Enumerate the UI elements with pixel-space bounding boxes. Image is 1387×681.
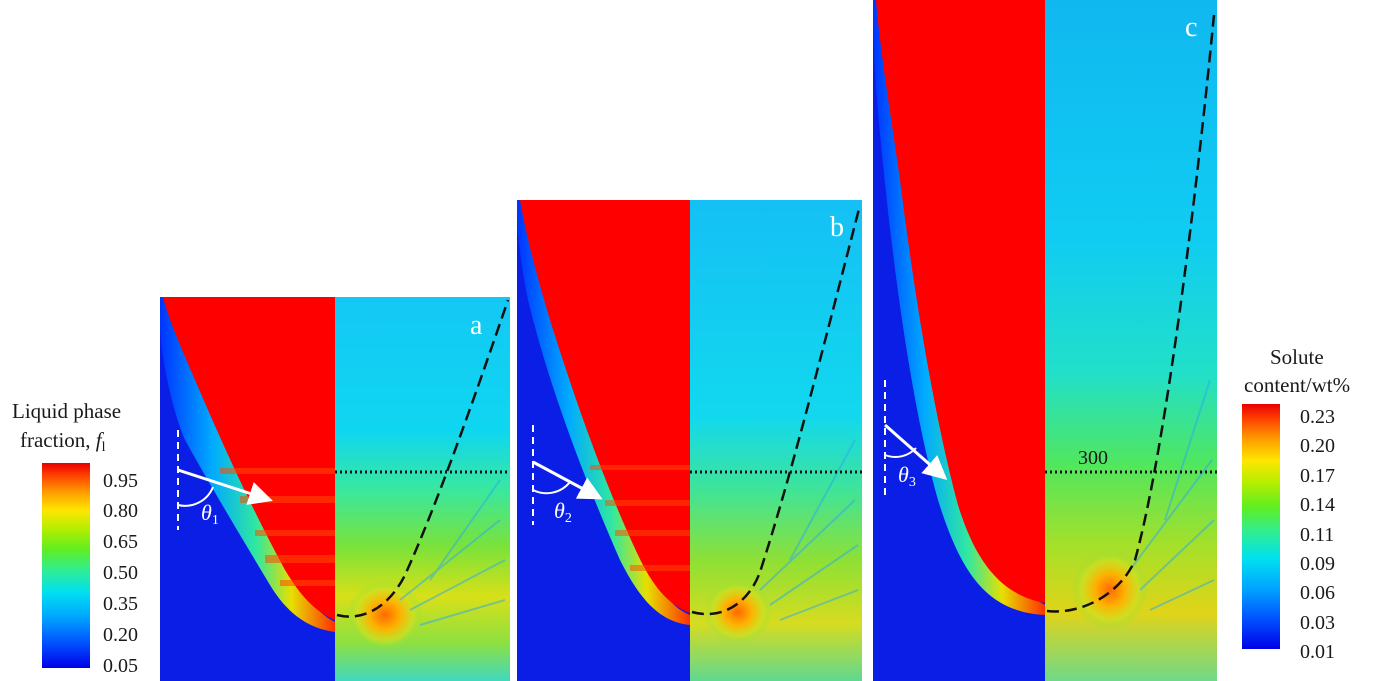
left-tick-5: 0.20 <box>103 624 138 646</box>
dendrite-streaks-b <box>590 465 690 571</box>
dendrite-streaks-a <box>220 468 335 586</box>
left-colorbar-ticks: 0.95 0.80 0.65 0.50 0.35 0.20 0.05 <box>103 470 138 677</box>
solute-content-legend: Solute content/wt% 0.23 0.20 0.17 0.14 0… <box>1242 345 1350 663</box>
right-colorbar <box>1242 404 1280 649</box>
growth-arrow-c <box>884 423 948 480</box>
left-tick-6: 0.05 <box>103 655 138 677</box>
theta-label-a: θ1 <box>201 500 219 528</box>
left-legend-title-1: Liquid phase <box>12 399 121 423</box>
right-legend-title-2: content/wt% <box>1244 373 1350 397</box>
left-tick-2: 0.65 <box>103 531 138 553</box>
right-tick-5: 0.09 <box>1300 553 1335 575</box>
right-tick-7: 0.03 <box>1300 612 1335 634</box>
right-tick-8: 0.01 <box>1300 641 1335 663</box>
left-tick-4: 0.35 <box>103 593 138 615</box>
right-tick-3: 0.14 <box>1300 494 1335 516</box>
panel-label-c: c <box>1185 12 1197 43</box>
panel-a: θ1 a <box>160 297 510 681</box>
right-tick-4: 0.11 <box>1300 524 1334 546</box>
pool-boundary-a <box>336 299 510 618</box>
growth-arrow-b <box>532 460 603 500</box>
growth-arrow-a <box>177 468 273 505</box>
right-legend-title-1: Solute <box>1270 345 1324 369</box>
liquid-region-c <box>876 0 1045 603</box>
right-tick-2: 0.17 <box>1300 465 1335 487</box>
theta-label-b: θ2 <box>554 498 572 526</box>
theta-label-c: θ3 <box>898 462 916 490</box>
pool-boundary-b <box>691 204 862 616</box>
liquid-fraction-legend: Liquid phase fraction, fl 0.95 0.80 0.65… <box>12 399 138 677</box>
angle-arc-a <box>177 486 214 507</box>
liquid-region-b <box>520 200 690 613</box>
angle-arc-b <box>532 481 571 495</box>
left-tick-1: 0.80 <box>103 500 138 522</box>
panel-c: θ3 c <box>873 0 1217 681</box>
left-tick-3: 0.50 <box>103 562 138 584</box>
pool-boundary-c <box>1046 14 1216 613</box>
solute-dendrites-a <box>399 479 506 626</box>
left-tick-0: 0.95 <box>103 470 138 492</box>
reference-line-group: 300 <box>335 447 1217 474</box>
segregation-hotspot-b <box>704 580 772 644</box>
solute-dendrites-b <box>759 439 859 621</box>
panel-label-a: a <box>470 310 483 341</box>
left-colorbar <box>42 463 90 668</box>
right-colorbar-ticks: 0.23 0.20 0.17 0.14 0.11 0.09 0.06 0.03 … <box>1300 406 1335 663</box>
reference-line-label: 300 <box>1078 447 1108 469</box>
right-tick-6: 0.06 <box>1300 582 1335 604</box>
panel-label-b: b <box>830 212 844 243</box>
panel-b: θ2 b <box>517 200 862 681</box>
liquid-region-a <box>163 297 335 620</box>
left-legend-title-2: fraction, fl <box>20 428 106 455</box>
solute-dendrites-c <box>1129 379 1215 611</box>
right-tick-0: 0.23 <box>1300 406 1335 428</box>
right-tick-1: 0.20 <box>1300 435 1335 457</box>
